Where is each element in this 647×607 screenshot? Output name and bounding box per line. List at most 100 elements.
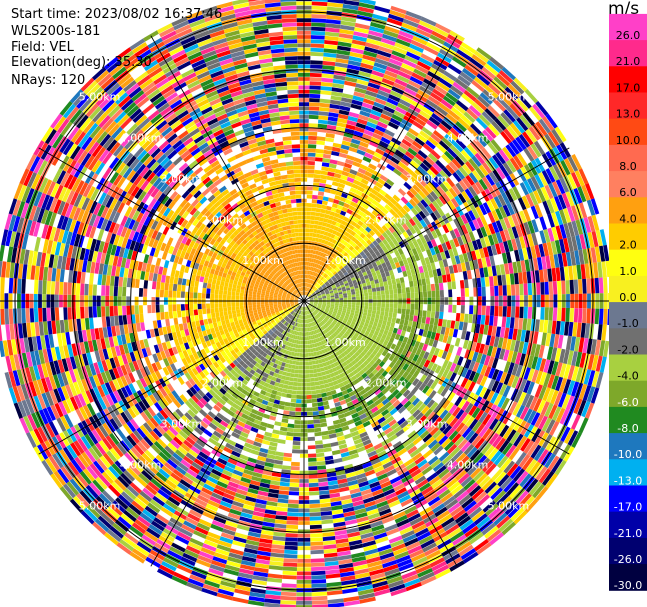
velocity-gate (425, 317, 431, 325)
velocity-gate (351, 138, 361, 145)
velocity-gate (473, 50, 489, 63)
velocity-gate (438, 140, 450, 151)
velocity-gate (411, 196, 420, 205)
velocity-gate (450, 85, 464, 97)
velocity-gate (522, 318, 528, 331)
velocity-gate (316, 284, 320, 288)
velocity-gate (311, 0, 328, 2)
velocity-gate (330, 304, 335, 307)
velocity-gate (311, 267, 314, 272)
velocity-gate (462, 270, 468, 280)
velocity-gate (408, 249, 414, 257)
velocity-gate (310, 220, 315, 225)
velocity-gate (348, 251, 354, 257)
velocity-gate (338, 253, 344, 259)
velocity-gate (506, 202, 515, 216)
velocity-gate (457, 226, 465, 236)
velocity-gate (423, 172, 433, 182)
velocity-gate (327, 2, 344, 8)
velocity-gate (493, 98, 507, 112)
velocity-gate (414, 303, 419, 310)
velocity-gate (498, 306, 503, 317)
velocity-gate (502, 306, 507, 317)
velocity-gate (351, 99, 363, 106)
velocity-gate (404, 212, 412, 221)
velocity-gate (464, 233, 472, 243)
velocity-gate (417, 24, 433, 34)
velocity-gate (489, 315, 494, 326)
velocity-gate (352, 134, 362, 141)
velocity-gate (317, 293, 321, 296)
velocity-gate (274, 455, 284, 461)
velocity-gate (430, 178, 440, 188)
velocity-gate (295, 407, 302, 412)
velocity-gate (285, 537, 298, 542)
velocity-gate (339, 260, 345, 266)
velocity-gate (518, 248, 525, 261)
velocity-gate (320, 90, 332, 96)
velocity-gate (420, 258, 427, 266)
velocity-gate (391, 50, 406, 59)
velocity-gate (355, 305, 360, 309)
velocity-gate (320, 515, 333, 521)
velocity-gate (388, 94, 401, 103)
velocity-gate (368, 292, 373, 296)
velocity-gate (452, 304, 457, 313)
velocity-gate (318, 280, 323, 285)
velocity-gate (408, 262, 415, 270)
velocity-gate (340, 249, 346, 255)
velocity-gate (499, 264, 506, 275)
velocity-gate (324, 274, 329, 279)
velocity-gate (549, 333, 556, 348)
velocity-gate (430, 212, 438, 222)
velocity-gate (295, 411, 302, 416)
velocity-gate (520, 329, 527, 342)
velocity-gate (313, 295, 318, 298)
velocity-gate (343, 264, 349, 270)
velocity-gate (318, 302, 323, 304)
velocity-gate (454, 321, 460, 330)
velocity-gate (491, 325, 497, 337)
velocity-gate (564, 321, 570, 336)
velocity-gate (341, 16, 357, 23)
velocity-gate (385, 236, 392, 243)
velocity-gate (597, 324, 603, 341)
velocity-gate (333, 199, 340, 205)
velocity-gate (306, 278, 309, 283)
velocity-gate (381, 224, 389, 232)
velocity-gate (332, 277, 337, 281)
velocity-gate (441, 153, 452, 164)
velocity-gate (461, 93, 474, 105)
velocity-gate (309, 228, 314, 233)
velocity-gate (496, 73, 511, 87)
velocity-gate (321, 434, 330, 440)
velocity-gate (475, 181, 485, 193)
velocity-gate (327, 286, 332, 290)
velocity-gate (339, 301, 344, 305)
velocity-gate (308, 110, 319, 115)
velocity-gate (362, 286, 368, 290)
velocity-gate (343, 271, 349, 276)
velocity-gate (326, 6, 343, 12)
velocity-gate (479, 324, 485, 335)
velocity-gate (402, 231, 409, 239)
velocity-gate (312, 293, 316, 296)
velocity-gate (357, 210, 365, 217)
velocity-gate (548, 307, 554, 321)
velocity-gate (363, 50, 378, 58)
velocity-gate (601, 261, 607, 278)
velocity-gate (468, 172, 479, 184)
velocity-gate (503, 229, 511, 241)
velocity-gate (486, 245, 494, 257)
velocity-gate (389, 258, 395, 265)
velocity-gate (377, 50, 392, 58)
velocity-gate (555, 267, 561, 282)
velocity-gate (436, 143, 447, 154)
velocity-gate (309, 266, 313, 271)
velocity-gate (335, 298, 339, 301)
velocity-gate (346, 154, 355, 161)
velocity-gate (411, 172, 421, 181)
velocity-gate (412, 224, 420, 232)
velocity-gate (373, 275, 378, 281)
velocity-gate (392, 238, 399, 246)
